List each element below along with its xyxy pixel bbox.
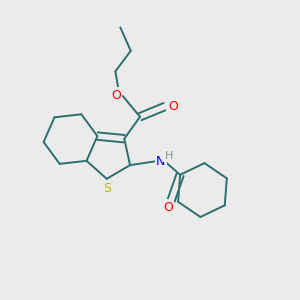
Text: O: O <box>111 89 121 102</box>
Text: O: O <box>163 201 173 214</box>
Text: O: O <box>168 100 178 113</box>
Text: H: H <box>164 151 173 160</box>
Text: N: N <box>156 154 166 168</box>
Text: S: S <box>103 182 111 195</box>
